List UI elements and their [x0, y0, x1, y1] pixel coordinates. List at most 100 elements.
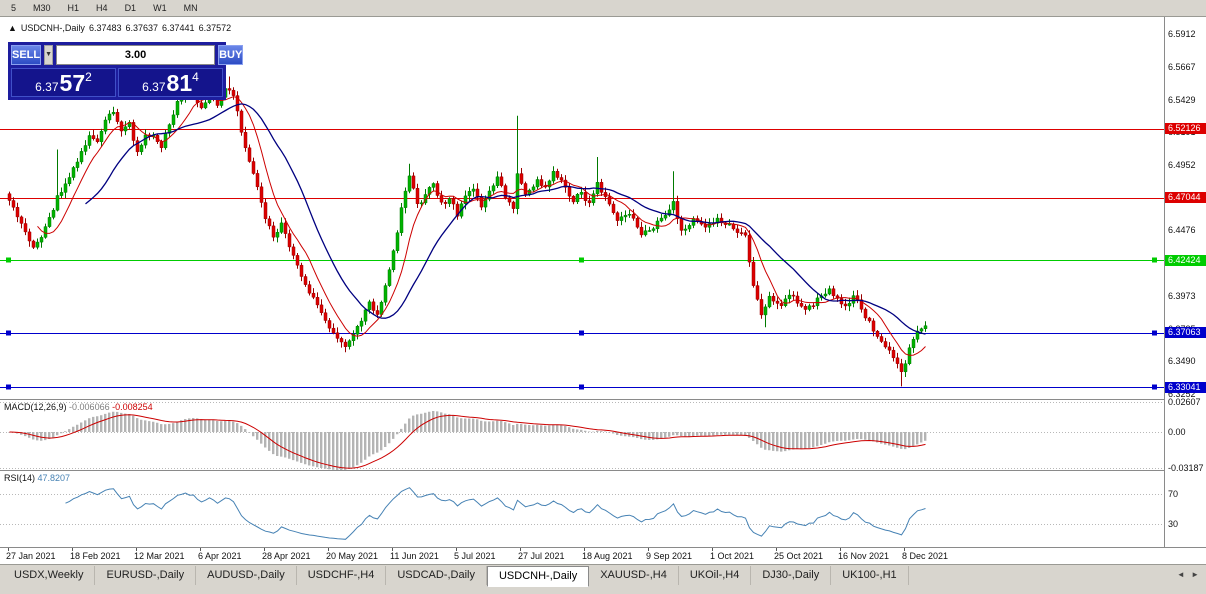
date-tickmark [648, 548, 649, 551]
macd-signal-line [9, 414, 926, 469]
ohlc-close: 6.37572 [198, 23, 232, 33]
rsi-pane[interactable] [0, 471, 1164, 547]
price-level-box-6.37063[interactable]: 6.37063 [1165, 327, 1206, 339]
buy-price-sup: 4 [192, 70, 199, 84]
sell-price[interactable]: 6.37 57 2 [11, 68, 116, 97]
rsi-line [65, 487, 926, 540]
date-label-12-mar-2021: 12 Mar 2021 [134, 551, 185, 561]
moving-average-8 [37, 96, 926, 356]
pane-separator[interactable] [0, 470, 1206, 471]
price-level-box-6.42424[interactable]: 6.42424 [1165, 254, 1206, 266]
hline-handle-6.37063[interactable] [6, 330, 11, 336]
date-label-27-jan-2021: 27 Jan 2021 [6, 551, 56, 561]
tab-eurusd-daily[interactable]: EURUSD-,Daily [95, 566, 197, 585]
tab-usdchf-h4[interactable]: USDCHF-,H4 [297, 566, 387, 585]
date-tickmark [584, 548, 585, 551]
price-level-box-6.47044[interactable]: 6.47044 [1165, 192, 1206, 204]
ohlc-low: 6.37441 [162, 23, 195, 33]
time-axis[interactable]: 27 Jan 2021 18 Feb 2021 12 Mar 2021 6 Apr 2… [0, 547, 1206, 564]
date-label-27-jul-2021: 27 Jul 2021 [518, 551, 565, 561]
macd-tick-0.00: 0.00 [1168, 427, 1186, 437]
price-axis[interactable]: 6.59126.56676.54296.51916.49526.47146.44… [1164, 17, 1206, 547]
price-level-box-6.52126[interactable]: 6.52126 [1165, 123, 1206, 135]
hline-handle-6.33041[interactable] [579, 384, 584, 390]
timeframe-h1-button[interactable]: H1 [67, 3, 80, 13]
bullish-candle-bodies [35, 88, 928, 373]
tab-scroll-right-icon[interactable]: ► [1191, 570, 1201, 579]
date-label-25-oct-2021: 25 Oct 2021 [774, 551, 824, 561]
macd-tick--0.03187: -0.03187 [1168, 463, 1204, 474]
date-tickmark [840, 548, 841, 551]
timeframe-m30-button[interactable]: M30 [33, 3, 51, 13]
ohlc-high: 6.37637 [125, 23, 159, 33]
date-tickmark [904, 548, 905, 551]
buy-price-big: 81 [166, 70, 193, 96]
tab-usdcad-daily[interactable]: USDCAD-,Daily [386, 566, 487, 585]
price-tick-6.5912: 6.5912 [1168, 29, 1196, 39]
rsi-label: RSI(14) 47.8207 [4, 473, 71, 483]
macd-tick-0.02607: 0.02607 [1168, 397, 1201, 408]
price-level-box-6.33041[interactable]: 6.33041 [1165, 381, 1206, 393]
date-tickmark [456, 548, 457, 551]
date-tickmark [72, 548, 73, 551]
date-label-18-aug-2021: 18 Aug 2021 [582, 551, 633, 561]
date-tickmark [8, 548, 9, 551]
price-tick-6.3490: 6.3490 [1168, 356, 1196, 367]
hline-handle-6.33041[interactable] [6, 384, 11, 390]
price-tick-6.4476: 6.4476 [1168, 225, 1196, 236]
macd-histogram [7, 411, 927, 470]
moving-average-20 [85, 103, 926, 335]
date-label-8-dec-2021: 8 Dec 2021 [902, 551, 949, 561]
hline-handle-6.37063[interactable] [579, 330, 584, 336]
sell-price-sup: 2 [85, 70, 92, 84]
volume-input[interactable] [56, 45, 216, 65]
date-tickmark [712, 548, 713, 551]
price-tick-6.3252: 6.3252 [1168, 389, 1196, 399]
tab-xauusd-h4[interactable]: XAUUSD-,H4 [589, 566, 679, 585]
hline-handle-6.33041[interactable] [1152, 384, 1157, 390]
date-label-6-apr-2021: 6 Apr 2021 [198, 551, 242, 561]
timeframe-toolbar: 5 M30 H1 H4 D1 W1 MN [0, 0, 1206, 17]
buy-button[interactable]: BUY [218, 45, 244, 65]
hline-handle-6.42424[interactable] [6, 257, 11, 263]
timeframe-w1-button[interactable]: W1 [153, 3, 167, 13]
rsi-tick-70: 70 [1168, 488, 1179, 499]
tab-usdcnh-daily[interactable]: USDCNH-,Daily [486, 566, 590, 587]
date-tickmark [264, 548, 265, 551]
rsi-tick-30: 30 [1168, 519, 1179, 530]
pane-separator[interactable] [0, 399, 1206, 400]
tab-scroll-left-icon[interactable]: ◄ [1176, 570, 1187, 579]
collapse-one-click-icon[interactable]: ▲ [8, 23, 17, 33]
timeframe-h4-button[interactable]: H4 [96, 3, 108, 13]
tab-audusd-daily[interactable]: AUDUSD-,Daily [196, 566, 297, 585]
date-tickmark [136, 548, 137, 551]
sell-button[interactable]: SELL [11, 45, 42, 65]
chart-symbol-period: USDCNH-,Daily [20, 23, 85, 33]
date-label-5-jul-2021: 5 Jul 2021 [454, 551, 496, 561]
hline-handle-6.42424[interactable] [579, 257, 584, 263]
price-tick-6.3973: 6.3973 [1168, 290, 1196, 301]
volume-spinner-icon[interactable]: ▼ [44, 45, 54, 65]
date-tickmark [776, 548, 777, 551]
date-tickmark [520, 548, 521, 551]
tab-dj30-daily[interactable]: DJ30-,Daily [751, 566, 832, 585]
tab-usdx-weekly[interactable]: USDX,Weekly [3, 566, 96, 585]
one-click-trading-widget: SELL ▼ BUY 6.37 57 2 6.37 81 4 [8, 42, 244, 100]
timeframe-d1-button[interactable]: D1 [124, 3, 137, 13]
sell-price-big: 57 [59, 70, 86, 96]
tab-ukoil-h4[interactable]: UKOil-,H4 [679, 566, 752, 585]
buy-price[interactable]: 6.37 81 4 [118, 68, 223, 97]
chart-tab-bar: USDX,Weekly EURUSD-,Daily AUDUSD-,Daily USD… [0, 564, 1206, 594]
date-label-9-sep-2021: 9 Sep 2021 [646, 551, 693, 561]
hline-handle-6.42424[interactable] [1152, 257, 1157, 263]
price-tick-6.5667: 6.5667 [1168, 61, 1196, 72]
timeframe-5-button[interactable]: 5 [11, 3, 17, 13]
date-label-11-jun-2021: 11 Jun 2021 [390, 551, 439, 561]
chart-title: ▲ USDCNH-,Daily 6.37483 6.37637 6.37441 6.375… [8, 23, 235, 33]
hline-handle-6.37063[interactable] [1152, 330, 1157, 336]
price-tick-6.5429: 6.5429 [1168, 94, 1196, 105]
macd-pane[interactable] [0, 400, 1164, 470]
tab-uk100-h1[interactable]: UK100-,H1 [831, 566, 909, 585]
timeframe-mn-button[interactable]: MN [183, 3, 198, 13]
buy-price-prefix: 6.37 [142, 80, 166, 94]
